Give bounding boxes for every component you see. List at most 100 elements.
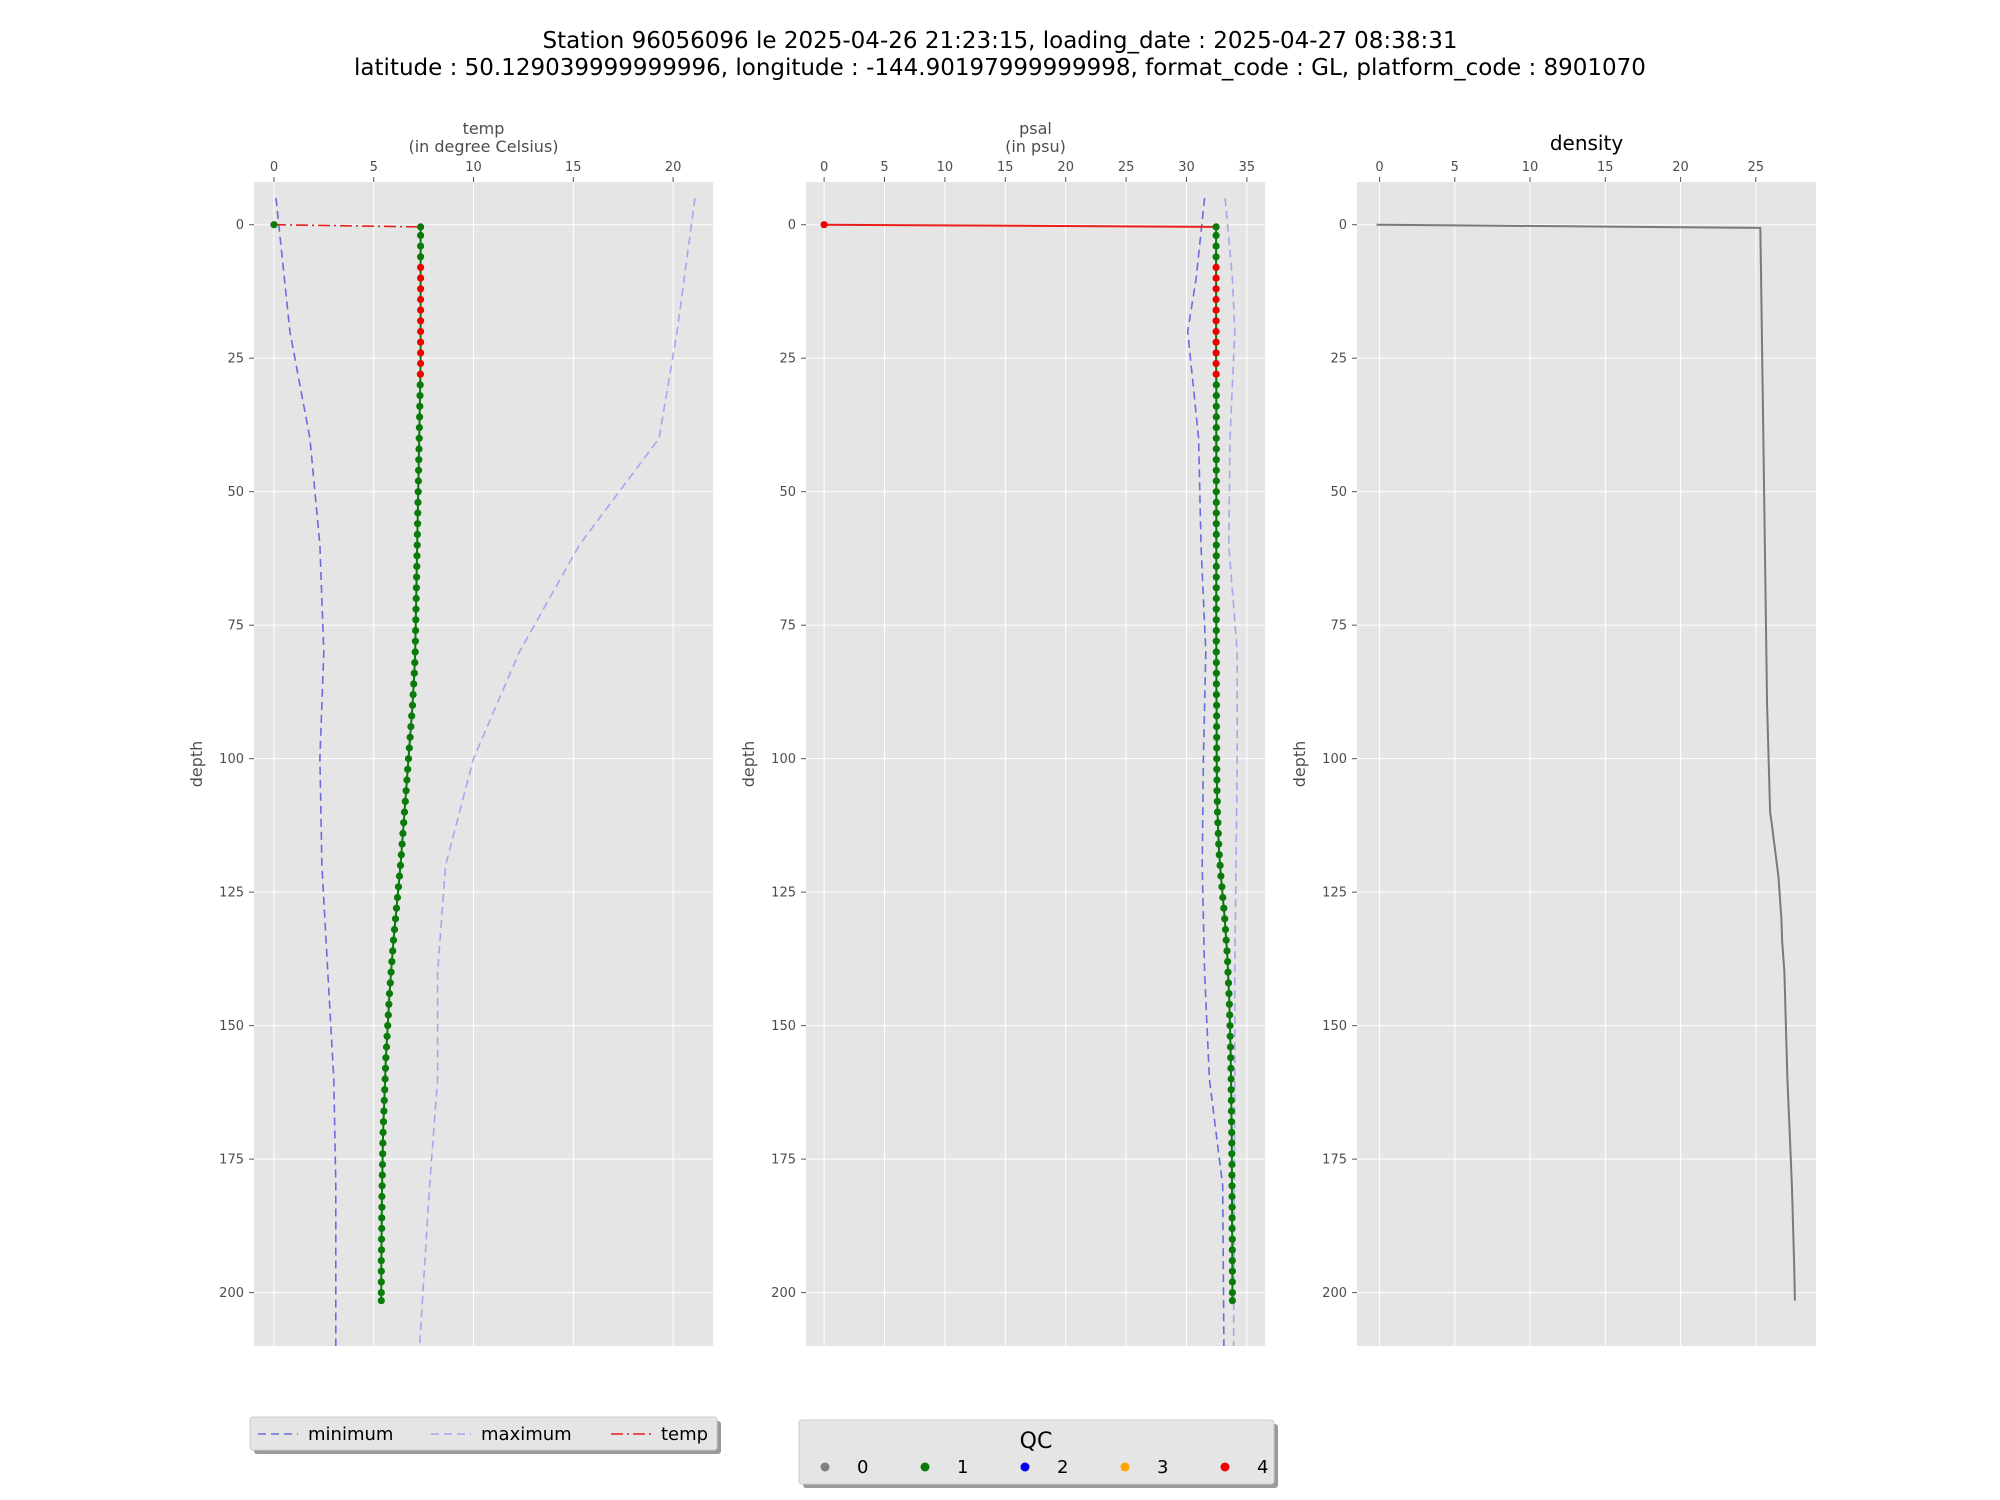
temp-qc1-point: [383, 1032, 391, 1040]
temp-x-tick-label: 15: [565, 160, 582, 175]
temp-qc1-point: [413, 530, 421, 539]
psal-x-tick-label: 10: [937, 160, 954, 175]
psal-x-tick-label: 30: [1178, 160, 1195, 175]
line-legend-maximum-label: maximum: [481, 1424, 572, 1445]
psal-qc1-point: [1212, 402, 1220, 410]
line-legend-temp-label: temp: [661, 1424, 708, 1445]
temp-y-tick-label: 25: [227, 352, 244, 367]
psal-y-tick-label: 75: [779, 619, 796, 634]
temp-qc1-point: [385, 990, 394, 998]
psal-y-tick-label: 200: [771, 1286, 796, 1301]
psal-plot-area: [806, 182, 1265, 1346]
temp-qc1-point: [380, 1107, 388, 1115]
temp-qc1-point: [377, 1278, 385, 1286]
temp-qc1-point: [394, 883, 403, 891]
qc-legend-1-marker: [920, 1462, 930, 1472]
temp-y-tick-label: 75: [227, 619, 244, 634]
temp-qc1-point: [412, 594, 420, 603]
density-y-tick-label: 200: [1322, 1286, 1347, 1301]
psal-axis-title: psal: [1019, 119, 1052, 138]
density-plot-area: [1357, 182, 1816, 1346]
psal-qc1-point: [1228, 1182, 1236, 1190]
psal-x-tick-label: 5: [880, 160, 888, 175]
temp-qc4-point: [417, 338, 425, 346]
psal-qc1-point: [1221, 925, 1230, 934]
psal-qc1-point: [1227, 1096, 1235, 1104]
density-density-series-line: [1376, 223, 1796, 1301]
temp-qc4-point: [417, 317, 425, 325]
density-y-tick-label: 75: [1330, 619, 1347, 634]
temp-qc4-point: [417, 295, 425, 304]
psal-qc1-point: [1213, 712, 1221, 720]
temp-qc1-point: [415, 466, 423, 474]
psal-qc4-point: [1212, 263, 1220, 271]
temp-qc1-point: [416, 413, 424, 421]
temp-qc1-point: [378, 1160, 387, 1169]
psal-qc1-point: [1212, 680, 1220, 688]
psal-qc1-point: [1212, 381, 1220, 389]
psal-qc1-point: [1212, 488, 1220, 496]
psal-qc4-point: [1212, 327, 1220, 336]
figure-title-line-1: Station 96056096 le 2025-04-26 21:23:15,…: [543, 28, 1458, 54]
psal-qc1-point: [1228, 1171, 1236, 1179]
psal-x-tick-label: 0: [820, 160, 828, 175]
temp-qc1-point: [382, 1054, 390, 1062]
psal-qc1-point: [1228, 1289, 1236, 1297]
temp-qc1-point: [380, 1096, 388, 1104]
psal-qc1-point: [1213, 797, 1221, 806]
temp-qc1-point: [402, 787, 410, 795]
temp-qc1-point: [416, 392, 424, 400]
psal-panel: 0 5 10 15 20 25 30 35 0 25 50 75 100 125 150 175 200 psal…: [739, 119, 1265, 1347]
temp-qc1-point: [401, 797, 409, 806]
qc-legend-0-label: 0: [857, 1457, 868, 1478]
density-y-tick-label: 150: [1322, 1019, 1347, 1034]
psal-qc1-point: [1226, 1011, 1234, 1019]
temp-qc4-point: [417, 263, 425, 271]
psal-qc1-point: [1215, 840, 1223, 848]
psal-qc1-point: [1227, 1086, 1235, 1094]
psal-qc1-point: [1212, 605, 1220, 613]
temp-qc1-point: [405, 744, 413, 752]
psal-qc1-point: [1212, 691, 1220, 699]
temp-qc1-point: [413, 573, 421, 581]
psal-qc1-point: [1212, 552, 1220, 560]
psal-qc1-point: [1212, 573, 1220, 581]
psal-qc1-point: [1228, 1246, 1236, 1254]
psal-y-tick-label: 50: [779, 485, 796, 500]
density-panel: 0 5 10 15 20 25 0 25 50 75 100 125 150 175 200 density d…: [1290, 131, 1816, 1346]
line-legend-box: [249, 1416, 718, 1451]
psal-qc1-point: [1227, 1118, 1236, 1126]
psal-qc1-point: [1212, 594, 1220, 603]
psal-qc1-point: [1212, 659, 1220, 667]
psal-qc1-point: [1223, 947, 1231, 955]
psal-qc1-point: [1212, 509, 1220, 517]
psal-qc1-point: [1219, 893, 1227, 902]
density-axis-title: density: [1550, 131, 1623, 155]
temp-y-tick-label: 150: [219, 1019, 244, 1034]
psal-qc4-point: [1212, 370, 1220, 378]
qc-legend-3-marker: [1120, 1462, 1130, 1472]
psal-qc1-point: [1212, 637, 1220, 645]
temp-qc1-point: [377, 1267, 385, 1275]
temp-qc1-point: [379, 1150, 387, 1158]
temp-qc1-point: [412, 626, 420, 635]
line-legend: minimum maximum temp: [249, 1416, 721, 1454]
temp-qc1-point: [414, 488, 422, 496]
psal-qc1-point: [1225, 990, 1233, 998]
psal-qc1-point: [1212, 253, 1220, 261]
psal-qc1-point: [1222, 936, 1230, 944]
psal-qc1-point: [1213, 744, 1221, 752]
psal-qc1-point: [1218, 883, 1226, 891]
psal-qc4-point: [1212, 338, 1220, 346]
temp-maximum-series-line: [418, 197, 696, 1347]
psal-qc1-point: [1213, 776, 1221, 784]
temp-y-axis-label: depth: [187, 741, 206, 788]
qc-legend-box: [798, 1419, 1275, 1485]
density-x-tick-label: 0: [1375, 160, 1383, 175]
temp-qc1-point: [413, 552, 421, 560]
psal-qc1-point: [1228, 1224, 1236, 1233]
temp-qc1-point: [378, 1192, 386, 1201]
psal-qc1-point: [1212, 530, 1220, 539]
psal-qc1-point: [1225, 1000, 1233, 1008]
